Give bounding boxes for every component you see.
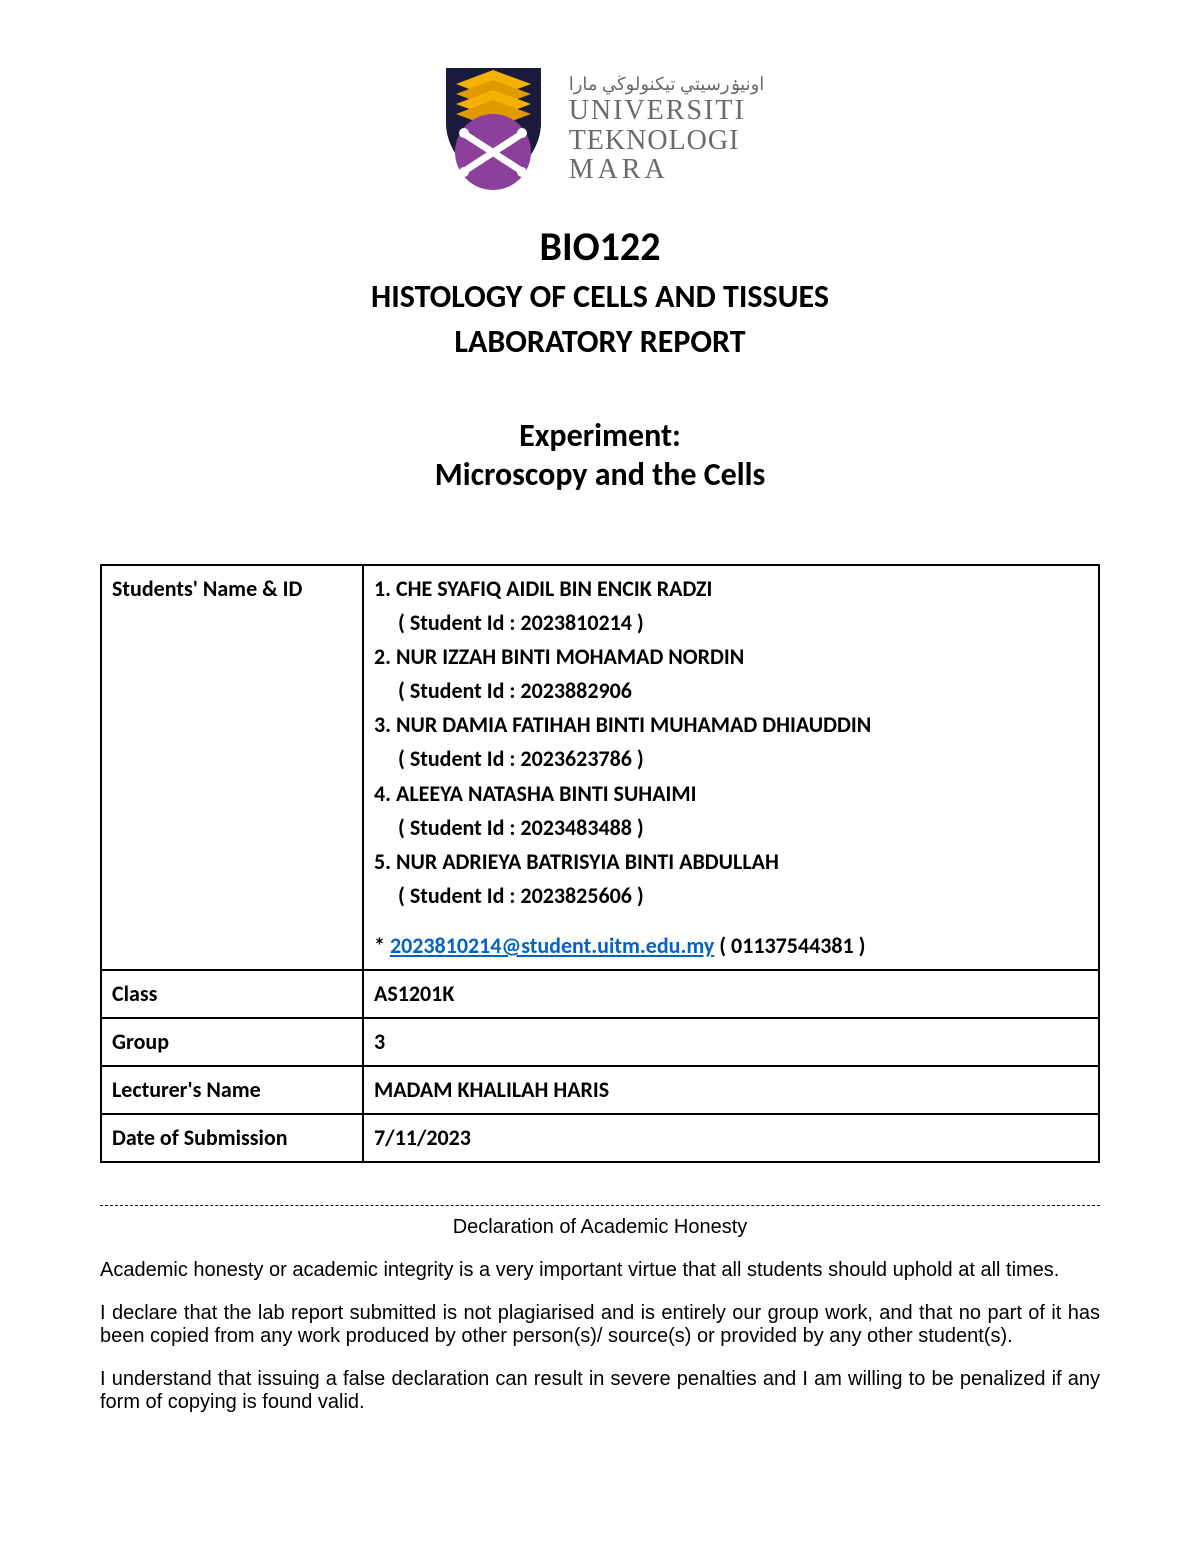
student-name: 1. CHE SYAFIQ AIDIL BIN ENCIK RADZI bbox=[374, 572, 1088, 606]
students-cell: 1. CHE SYAFIQ AIDIL BIN ENCIK RADZI( Stu… bbox=[363, 565, 1099, 970]
page: اونيۏرسيتي تيكنولوڬي مارا UNIVERSITI TEK… bbox=[0, 0, 1200, 1553]
student-entry: 1. CHE SYAFIQ AIDIL BIN ENCIK RADZI( Stu… bbox=[374, 572, 1088, 640]
experiment-title: Microscopy and the Cells bbox=[100, 455, 1100, 494]
title-block: BIO122 HISTOLOGY OF CELLS AND TISSUES LA… bbox=[100, 222, 1100, 361]
university-name-arabic: اونيۏرسيتي تيكنولوڬي مارا bbox=[569, 75, 765, 94]
student-entry: 4. ALEEYA NATASHA BINTI SUHAIMI( Student… bbox=[374, 777, 1088, 845]
class-value: AS1201K bbox=[363, 970, 1099, 1018]
student-name: 3. NUR DAMIA FATIHAH BINTI MUHAMAD DHIAU… bbox=[374, 708, 1088, 742]
group-label: Group bbox=[101, 1018, 363, 1066]
table-row: Students' Name & ID 1. CHE SYAFIQ AIDIL … bbox=[101, 565, 1099, 970]
info-table: Students' Name & ID 1. CHE SYAFIQ AIDIL … bbox=[100, 564, 1100, 1163]
student-name: 4. ALEEYA NATASHA BINTI SUHAIMI bbox=[374, 777, 1088, 811]
lecturer-label: Lecturer's Name bbox=[101, 1066, 363, 1114]
contact-line: * 2023810214@student.uitm.edu.my ( 01137… bbox=[374, 929, 1088, 963]
university-name-line2: TEKNOLOGI bbox=[569, 126, 765, 155]
report-label: LABORATORY REPORT bbox=[100, 322, 1100, 361]
email-prefix: * bbox=[374, 932, 390, 959]
student-name: 2. NUR IZZAH BINTI MOHAMAD NORDIN bbox=[374, 640, 1088, 674]
course-title: HISTOLOGY OF CELLS AND TISSUES bbox=[100, 277, 1100, 316]
student-id: ( Student Id : 2023483488 ) bbox=[374, 811, 1088, 845]
student-name: 5. NUR ADRIEYA BATRISYIA BINTI ABDULLAH bbox=[374, 845, 1088, 879]
table-row: Class AS1201K bbox=[101, 970, 1099, 1018]
table-row: Lecturer's Name MADAM KHALILAH HARIS bbox=[101, 1066, 1099, 1114]
class-label: Class bbox=[101, 970, 363, 1018]
date-value: 7/11/2023 bbox=[363, 1114, 1099, 1162]
student-entry: 5. NUR ADRIEYA BATRISYIA BINTI ABDULLAH(… bbox=[374, 845, 1088, 913]
lecturer-value: MADAM KHALILAH HARIS bbox=[363, 1066, 1099, 1114]
dashed-separator bbox=[100, 1205, 1100, 1206]
university-name-text: اونيۏرسيتي تيكنولوڬي مارا UNIVERSITI TEK… bbox=[569, 75, 765, 184]
student-id: ( Student Id : 2023623786 ) bbox=[374, 742, 1088, 776]
table-row: Date of Submission 7/11/2023 bbox=[101, 1114, 1099, 1162]
university-crest-icon bbox=[436, 60, 551, 200]
course-code: BIO122 bbox=[100, 222, 1100, 271]
university-name-line3: MARA bbox=[569, 155, 765, 184]
student-entry: 2. NUR IZZAH BINTI MOHAMAD NORDIN( Stude… bbox=[374, 640, 1088, 708]
student-id: ( Student Id : 2023825606 ) bbox=[374, 879, 1088, 913]
experiment-block: Experiment: Microscopy and the Cells bbox=[100, 416, 1100, 494]
student-entry: 3. NUR DAMIA FATIHAH BINTI MUHAMAD DHIAU… bbox=[374, 708, 1088, 776]
university-logo-block: اونيۏرسيتي تيكنولوڬي مارا UNIVERSITI TEK… bbox=[100, 60, 1100, 200]
student-id: ( Student Id : 2023882906 bbox=[374, 674, 1088, 708]
student-id: ( Student Id : 2023810214 ) bbox=[374, 606, 1088, 640]
experiment-label: Experiment: bbox=[100, 416, 1100, 455]
email-suffix: ( 01137544381 ) bbox=[714, 932, 865, 959]
university-name-line1: UNIVERSITI bbox=[569, 96, 765, 125]
declaration-paragraph: Academic honesty or academic integrity i… bbox=[100, 1259, 1100, 1282]
group-value: 3 bbox=[363, 1018, 1099, 1066]
date-label: Date of Submission bbox=[101, 1114, 363, 1162]
declaration-title: Declaration of Academic Honesty bbox=[100, 1216, 1100, 1239]
declaration-paragraph: I declare that the lab report submitted … bbox=[100, 1302, 1100, 1348]
students-label: Students' Name & ID bbox=[101, 565, 363, 970]
contact-email-link[interactable]: 2023810214@student.uitm.edu.my bbox=[390, 932, 714, 959]
table-row: Group 3 bbox=[101, 1018, 1099, 1066]
declaration-paragraph: I understand that issuing a false declar… bbox=[100, 1368, 1100, 1414]
